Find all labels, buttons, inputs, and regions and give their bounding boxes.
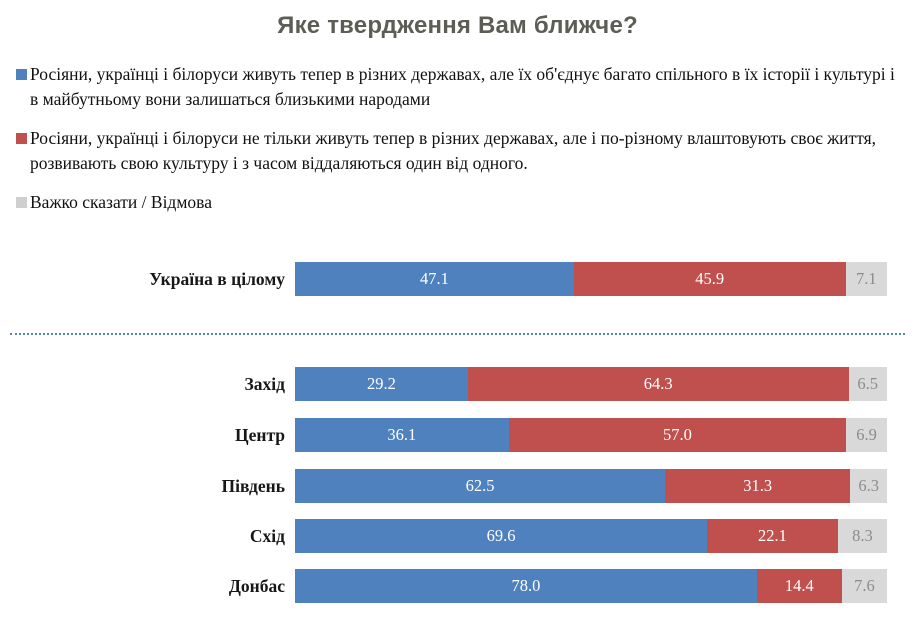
category-label: Центр [234,425,285,445]
bar-segment-blue: 36.1 [295,418,509,452]
bar-segment-red: 22.1 [707,519,838,553]
legend-item-agree-common[interactable]: Росіяни, українці і білоруси живуть тепе… [0,62,915,112]
category-label: Україна в цілому [149,269,285,289]
bar-segment-red: 64.3 [467,367,849,401]
section-divider [10,333,905,335]
legend-label: Росіяни, українці і білоруси живуть тепе… [30,64,895,109]
bar-segment-blue: 47.1 [295,262,574,296]
table-row[interactable]: Україна в цілому 47.1 45.9 7.1 [0,262,915,296]
bar-segment-blue: 62.5 [295,469,665,503]
legend-swatch-red-icon [16,133,27,144]
bar-segment-gray: 6.5 [848,367,887,401]
bar-segment-red: 57.0 [508,418,847,452]
legend-item-diverging[interactable]: Росіяни, українці і білоруси не тільки ж… [0,126,915,176]
bar-segment-gray: 8.3 [837,519,887,553]
legend-swatch-blue-icon [16,69,27,80]
bar-segment-gray: 6.9 [846,418,887,452]
bar-segment-red: 14.4 [756,569,842,603]
bar-segment-red: 45.9 [573,262,846,296]
table-row[interactable]: Донбас 78.0 14.4 7.6 [0,569,915,603]
table-row[interactable]: Центр 36.1 57.0 6.9 [0,418,915,452]
category-label: Донбас [228,576,285,596]
bar-segment-gray: 7.6 [841,569,887,603]
stacked-bar: 78.0 14.4 7.6 [295,569,887,603]
bar-segment-blue: 78.0 [295,569,757,603]
stacked-bar: 69.6 22.1 8.3 [295,519,887,553]
stacked-bar: 29.2 64.3 6.5 [295,367,887,401]
category-label: Схід [249,526,285,546]
category-label: Захід [244,374,285,394]
table-row[interactable]: Південь 62.5 31.3 6.3 [0,469,915,503]
legend-label: Важко сказати / Відмова [30,192,212,212]
page-title: Яке твердження Вам ближче? [277,12,638,39]
bar-segment-gray: 7.1 [845,262,887,296]
stacked-bar: 36.1 57.0 6.9 [295,418,887,452]
bar-segment-red: 31.3 [665,469,851,503]
legend-swatch-gray-icon [16,197,27,208]
bar-segment-blue: 69.6 [295,519,708,553]
chart-legend: Росіяни, українці і білоруси живуть тепе… [0,62,915,229]
stacked-bar: 62.5 31.3 6.3 [295,469,887,503]
table-row[interactable]: Захід 29.2 64.3 6.5 [0,367,915,401]
category-label: Південь [221,476,285,496]
legend-label: Росіяни, українці і білоруси не тільки ж… [30,128,877,173]
bar-segment-gray: 6.3 [850,469,887,503]
table-row[interactable]: Схід 69.6 22.1 8.3 [0,519,915,553]
legend-item-hard-to-say[interactable]: Важко сказати / Відмова [0,190,915,215]
bar-segment-blue: 29.2 [295,367,468,401]
stacked-bar: 47.1 45.9 7.1 [295,262,887,296]
